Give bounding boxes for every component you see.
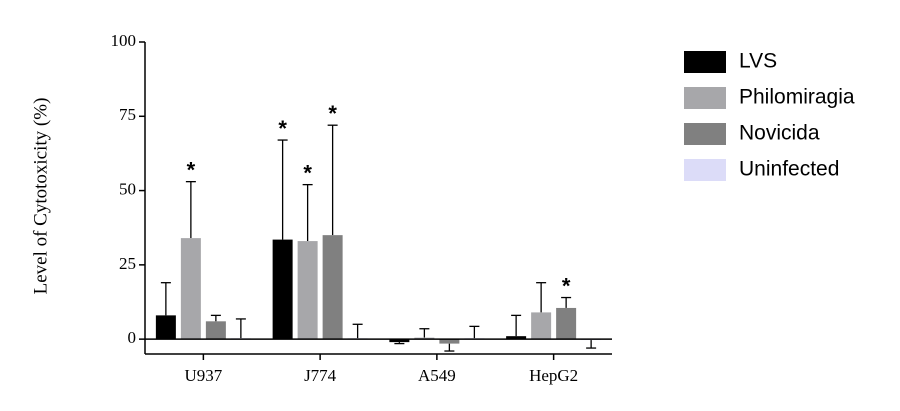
bar bbox=[389, 339, 410, 343]
bar bbox=[297, 241, 318, 340]
legend-swatch bbox=[684, 87, 726, 109]
bar bbox=[155, 315, 176, 340]
legend-label: Philomiragia bbox=[739, 86, 855, 109]
significance-mark: * bbox=[187, 157, 196, 182]
y-axis-label: Level of Cytotoxicity (%) bbox=[30, 98, 51, 295]
x-tick-label: U937 bbox=[184, 366, 222, 385]
bar bbox=[556, 307, 577, 340]
legend-swatch bbox=[684, 159, 726, 181]
bar bbox=[272, 239, 293, 340]
legend-swatch bbox=[684, 123, 726, 145]
x-tick-label: J774 bbox=[304, 366, 337, 385]
bar bbox=[205, 321, 226, 340]
bar bbox=[506, 336, 527, 340]
bar bbox=[180, 238, 201, 340]
bar bbox=[439, 339, 460, 344]
y-tick-label: 75 bbox=[119, 105, 136, 124]
x-tick-label: HepG2 bbox=[529, 366, 578, 385]
y-tick-label: 0 bbox=[128, 328, 137, 347]
legend-label: Novicida bbox=[739, 122, 820, 145]
y-tick-label: 25 bbox=[119, 254, 136, 273]
legend-swatch bbox=[684, 51, 726, 73]
bar bbox=[322, 235, 343, 340]
significance-mark: * bbox=[278, 116, 287, 141]
significance-mark: * bbox=[303, 160, 312, 185]
y-tick-label: 50 bbox=[119, 179, 136, 198]
x-tick-label: A549 bbox=[418, 366, 456, 385]
significance-mark: * bbox=[562, 273, 571, 298]
y-tick-label: 100 bbox=[111, 31, 137, 50]
significance-mark: * bbox=[328, 101, 337, 126]
legend-label: Uninfected bbox=[739, 158, 839, 181]
legend-label: LVS bbox=[739, 50, 777, 73]
bar bbox=[531, 312, 552, 340]
